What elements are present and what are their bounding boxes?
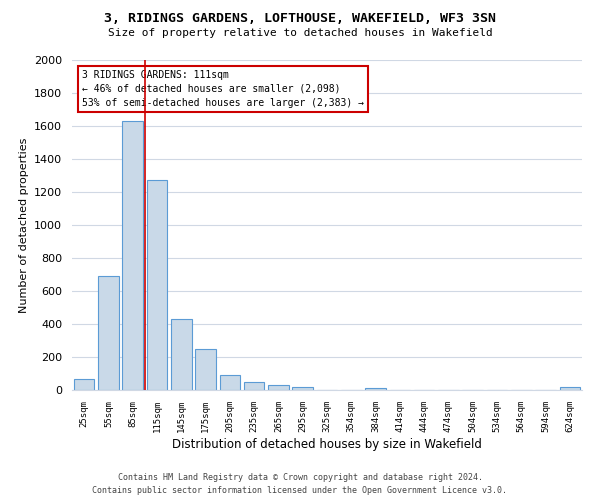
- Bar: [220, 375, 240, 390]
- Bar: [292, 386, 313, 390]
- Bar: [146, 180, 167, 390]
- Bar: [98, 276, 119, 390]
- Bar: [244, 382, 265, 390]
- Text: 3, RIDINGS GARDENS, LOFTHOUSE, WAKEFIELD, WF3 3SN: 3, RIDINGS GARDENS, LOFTHOUSE, WAKEFIELD…: [104, 12, 496, 26]
- Bar: [74, 380, 94, 390]
- X-axis label: Distribution of detached houses by size in Wakefield: Distribution of detached houses by size …: [172, 438, 482, 450]
- Bar: [560, 386, 580, 390]
- Y-axis label: Number of detached properties: Number of detached properties: [19, 138, 29, 312]
- Bar: [122, 121, 143, 390]
- Text: 3 RIDINGS GARDENS: 111sqm
← 46% of detached houses are smaller (2,098)
53% of se: 3 RIDINGS GARDENS: 111sqm ← 46% of detac…: [82, 70, 364, 108]
- Text: Contains HM Land Registry data © Crown copyright and database right 2024.
Contai: Contains HM Land Registry data © Crown c…: [92, 473, 508, 495]
- Bar: [268, 385, 289, 390]
- Text: Size of property relative to detached houses in Wakefield: Size of property relative to detached ho…: [107, 28, 493, 38]
- Bar: [365, 388, 386, 390]
- Bar: [195, 349, 216, 390]
- Bar: [171, 319, 191, 390]
